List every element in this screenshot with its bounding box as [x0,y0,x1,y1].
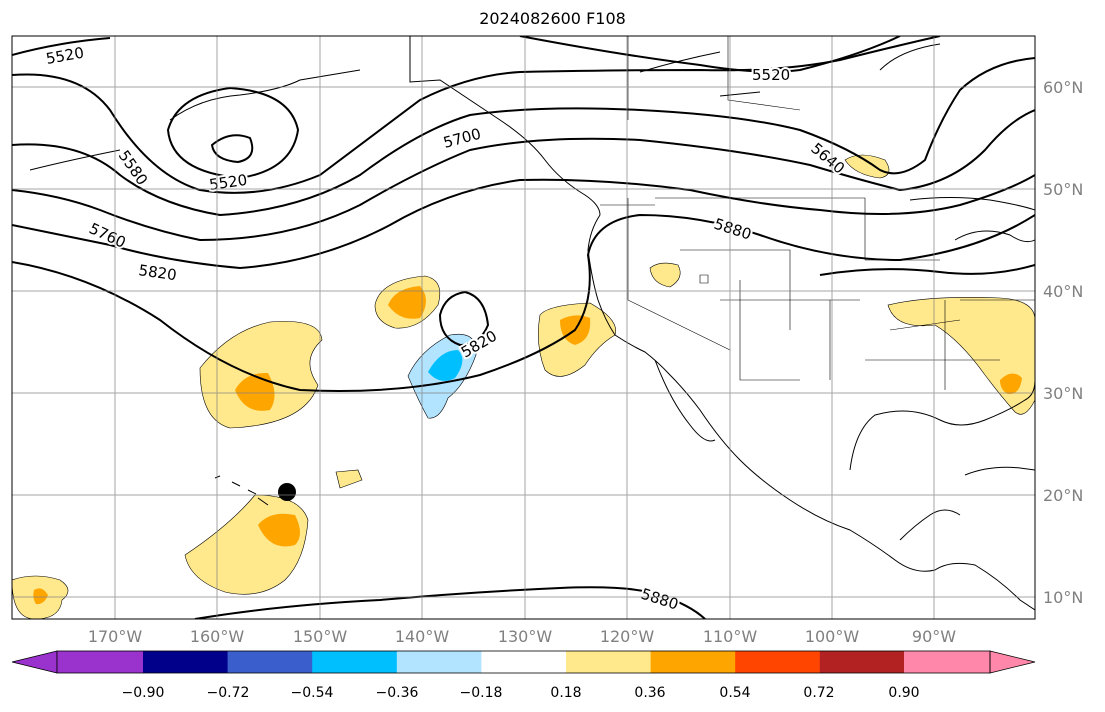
colorbar-tick: −0.90 [122,685,165,701]
colorbar-tick: 0.36 [634,685,665,701]
lon-label: 140°W [395,627,450,646]
anomaly-positive-region [335,469,363,489]
contour-label: 5820 [137,261,177,284]
lat-label: 10°N [1043,588,1083,607]
height-contours [12,36,1035,619]
colorbar-segment [57,651,143,673]
map-frame [11,35,1036,620]
lon-label: 170°W [88,627,143,646]
latitude-labels: 60°N 50°N 40°N 30°N 20°N 10°N [1043,78,1083,607]
colorbar-tick: −0.72 [207,685,250,701]
colorbar-tick: 0.72 [803,685,834,701]
storm-marker [278,483,296,501]
contour-label: 5520 [752,66,790,84]
anomaly-negative-core [428,350,463,381]
lon-label: 120°W [600,627,655,646]
anomaly-positive-region [887,297,1035,415]
anomaly-positive-core [388,286,426,319]
contour-labels: 5520 5520 5520 5580 5700 5640 5760 5820 … [43,42,851,616]
colorbar-segment [312,651,398,673]
contour-label: 5880 [639,585,681,614]
colorbar-tick: −0.36 [376,685,419,701]
colorbar-segment [481,651,567,673]
lat-label: 60°N [1043,78,1083,97]
contour-5880 [194,586,706,619]
map-plot: 5520 5520 5520 5580 5700 5640 5760 5820 … [12,36,1035,619]
contour-5520-north [519,36,901,73]
colorbar-tick: −0.18 [460,685,503,701]
colorbar-segment [650,651,736,673]
contour-5580 [12,36,941,194]
contour-5760 [12,174,1035,270]
colorbar-segment [904,651,990,673]
colorbar-segment [143,651,229,673]
contour-label: 5520 [208,171,248,194]
colorbar-extend-low [11,650,58,674]
contour-label: 5760 [86,219,128,251]
contour-5520-low [166,86,300,180]
contour-label: 5880 [712,215,754,244]
lon-label: 90°W [912,627,956,646]
contour-5520-west [12,37,111,56]
colorbar-tick: 0.90 [888,685,919,701]
anomaly-positive-core [235,372,275,411]
colorbar [11,650,1036,674]
coastlines [29,36,1035,611]
colorbar-outline [56,650,991,674]
anomaly-positive-region [844,154,890,179]
lat-label: 30°N [1043,384,1083,403]
lat-label: 40°N [1043,282,1083,301]
contour-5880-east [819,264,1035,276]
contour-5640 [12,57,1035,217]
contour-label: 5640 [807,139,848,177]
colorbar-tick: 0.54 [719,685,750,701]
colorbar-segment [227,651,313,673]
contour-label: 5520 [45,44,86,68]
lon-label: 100°W [805,627,860,646]
anomaly-positive-core [1000,373,1022,395]
colorbar-segment [819,651,905,673]
longitude-labels: 170°W 160°W 150°W 140°W 130°W 120°W 110°… [88,627,956,646]
anomaly-positive-core [258,513,300,547]
contour-5700 [12,109,1035,242]
colorbar-segment [735,651,821,673]
lon-label: 110°W [703,627,758,646]
contour-label: 5820 [458,327,500,362]
lon-label: 150°W [293,627,348,646]
colorbar-tick: −0.54 [291,685,334,701]
colorbar-extend-high [989,650,1036,674]
colorbar-ticks: −0.90 −0.72 −0.54 −0.36 −0.18 0.18 0.36 … [122,685,920,701]
contour-5460-low [210,134,254,164]
anomaly-positive-core [33,588,48,605]
contour-label: 5580 [115,147,152,189]
contour-5820-closed [438,290,490,347]
graticule [12,36,1035,619]
colorbar-tick: 0.18 [550,685,581,701]
lon-label: 130°W [498,627,553,646]
lon-label: 160°W [190,627,245,646]
contour-5820 [12,213,1035,392]
lat-label: 50°N [1043,180,1083,199]
anomaly-fills [12,154,1035,619]
anomaly-positive-region [649,262,681,288]
map-title: 2024082600 F108 [479,9,626,28]
colorbar-segment [566,651,652,673]
lat-label: 20°N [1043,486,1083,505]
colorbar-segment [396,651,482,673]
